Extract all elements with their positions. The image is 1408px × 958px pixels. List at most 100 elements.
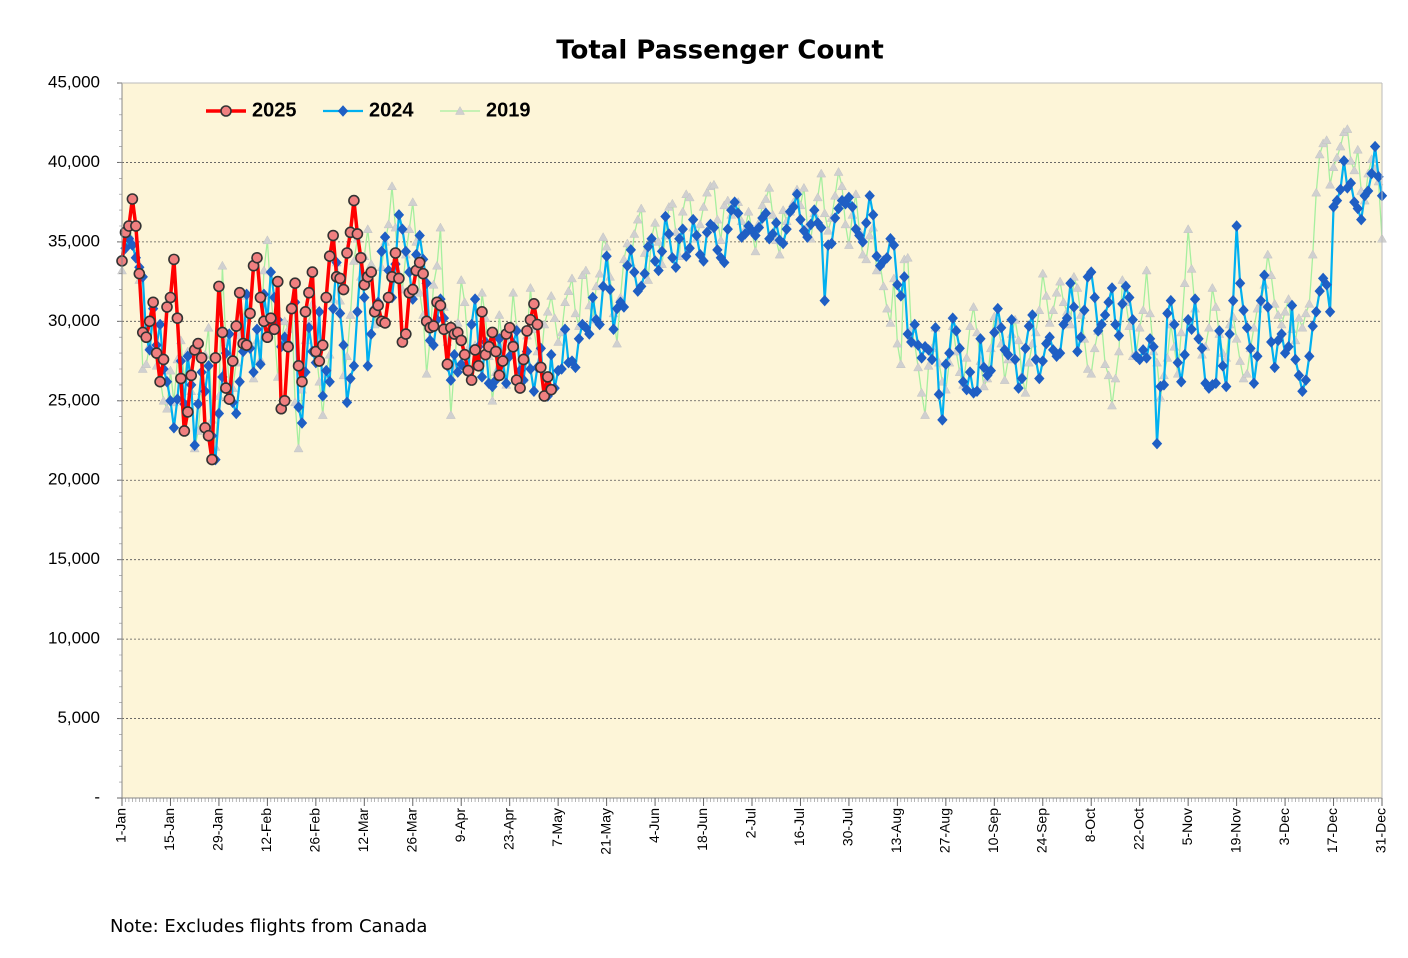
marker (809, 204, 820, 216)
marker (1020, 387, 1031, 397)
marker (1210, 302, 1221, 311)
marker (150, 347, 163, 359)
marker (598, 232, 609, 241)
marker (383, 219, 394, 229)
marker (449, 348, 460, 361)
marker (816, 168, 827, 178)
marker (902, 252, 913, 262)
marker (1054, 347, 1066, 359)
marker (359, 291, 370, 304)
marker (299, 305, 312, 318)
marker (1196, 342, 1208, 355)
marker (220, 382, 232, 394)
marker (819, 208, 830, 218)
marker (636, 203, 647, 213)
marker (622, 238, 633, 248)
marker (847, 201, 858, 213)
marker (1086, 368, 1097, 378)
marker (1009, 353, 1021, 366)
marker (1248, 377, 1260, 390)
marker (1290, 353, 1301, 366)
marker (1276, 319, 1287, 329)
marker (882, 303, 892, 313)
marker (1193, 333, 1204, 345)
marker (1252, 350, 1263, 363)
marker (812, 192, 823, 202)
marker (140, 331, 153, 344)
marker (965, 321, 976, 330)
marker (233, 286, 246, 299)
marker (722, 223, 733, 235)
marker (1217, 360, 1228, 372)
marker (712, 244, 723, 256)
marker (1016, 372, 1028, 385)
marker (954, 342, 965, 355)
marker (1176, 327, 1187, 337)
marker (937, 414, 948, 426)
marker (1013, 335, 1024, 345)
marker (1044, 317, 1055, 327)
marker (234, 375, 245, 388)
marker (192, 337, 204, 350)
marker (1137, 344, 1149, 356)
marker (1356, 213, 1367, 226)
marker (608, 323, 619, 336)
marker (944, 347, 955, 359)
marker (560, 297, 571, 307)
marker (317, 390, 328, 402)
marker (1321, 135, 1332, 144)
marker (292, 360, 305, 372)
marker (553, 336, 564, 346)
marker (933, 388, 945, 401)
marker (428, 279, 439, 289)
marker (348, 360, 360, 372)
marker (1325, 179, 1336, 189)
marker (698, 255, 709, 267)
marker (663, 228, 675, 240)
marker (920, 410, 931, 419)
marker (971, 385, 983, 397)
marker (1100, 359, 1111, 368)
marker (435, 222, 446, 232)
marker (1027, 309, 1038, 321)
marker (372, 299, 384, 312)
marker (334, 307, 346, 320)
marker (771, 217, 782, 229)
marker (1324, 306, 1336, 318)
marker (597, 280, 609, 293)
x-tick-label: 19-Nov (1227, 808, 1243, 853)
marker (1280, 306, 1291, 316)
y-tick-label: 35,000 (48, 231, 100, 250)
marker (362, 360, 373, 372)
marker (517, 353, 530, 366)
marker (154, 375, 166, 388)
marker (514, 382, 526, 394)
marker (1162, 307, 1173, 320)
marker (1002, 348, 1014, 361)
marker (1297, 322, 1308, 332)
marker (1144, 333, 1156, 345)
marker (501, 377, 512, 390)
marker (1231, 220, 1242, 232)
note: Note: Excludes flights from Canada (110, 916, 427, 937)
marker (143, 315, 156, 328)
x-tick-label: 26-Mar (403, 808, 419, 853)
marker (494, 309, 505, 319)
marker (989, 326, 1000, 339)
marker (587, 291, 598, 304)
marker (601, 241, 612, 251)
marker (622, 259, 633, 272)
marker (646, 232, 657, 245)
marker (203, 360, 214, 372)
marker (567, 273, 577, 283)
x-tick-label: 4-Jun (646, 808, 662, 843)
marker (701, 226, 713, 239)
marker (427, 320, 440, 332)
marker (559, 323, 571, 336)
marker (1221, 380, 1232, 393)
marker (1079, 304, 1090, 316)
marker (1307, 249, 1318, 259)
marker (1300, 374, 1312, 386)
marker (906, 336, 917, 348)
marker (612, 338, 622, 348)
